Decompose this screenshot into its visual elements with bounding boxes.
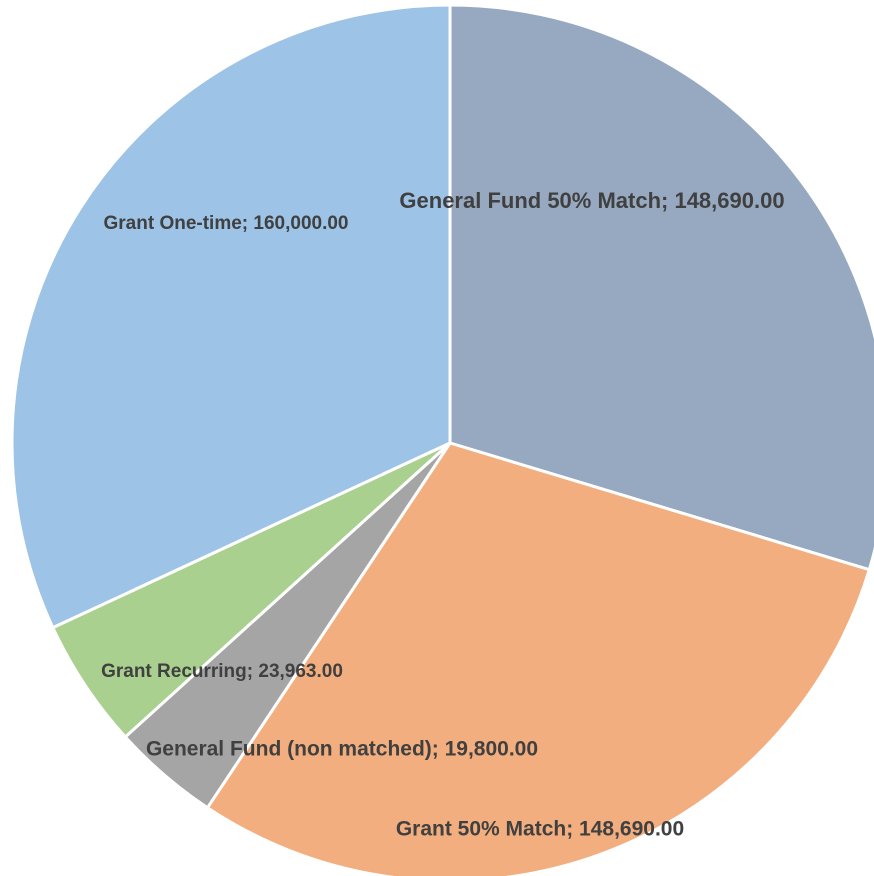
pie-slice [205, 441, 871, 876]
data-label: Grant 50% Match; 148,690.00 [396, 818, 684, 841]
data-label: General Fund 50% Match; 148,690.00 [399, 188, 784, 213]
pie-slice [10, 3, 452, 630]
data-label: Grant One-time; 160,000.00 [104, 213, 349, 234]
data-label: General Fund (non matched); 19,800.00 [146, 738, 538, 761]
pie-slice [448, 3, 874, 572]
data-label: Grant Recurring; 23,963.00 [101, 661, 343, 682]
